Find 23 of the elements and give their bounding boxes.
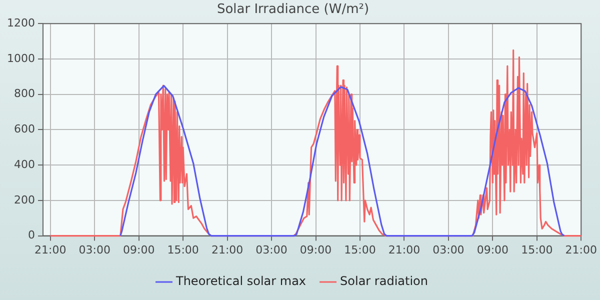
x-tick-label: 09:00 [122,243,155,256]
y-tick-label: 1000 [6,52,35,65]
y-tick-label: 400 [14,158,35,171]
y-tick-label: 600 [14,122,35,136]
x-tick-label: 15:00 [521,243,553,256]
x-tick-label: 21:00 [565,243,597,256]
y-tick-label: 800 [14,87,35,100]
y-tick-label: 0 [28,228,35,242]
legend-label: Solar radiation [340,274,428,288]
x-tick-label: 09:00 [300,243,332,256]
legend-label: Theoretical solar max [175,274,306,288]
chart-title: Solar Irradiance (W/m²) [216,2,370,18]
x-tick-label: 21:00 [34,243,66,256]
x-tick-label: 21:00 [211,243,244,256]
x-tick-label: 15:00 [167,243,199,256]
y-tick-label: 1200 [6,16,35,30]
x-tick-label: 03:00 [432,243,464,256]
x-tick-label: 15:00 [344,243,376,256]
x-tick-label: 03:00 [256,243,288,256]
x-tick-label: 21:00 [388,243,420,256]
y-tick-label: 200 [14,193,35,206]
x-tick-label: 09:00 [476,243,509,256]
x-tick-label: 03:00 [78,243,110,256]
